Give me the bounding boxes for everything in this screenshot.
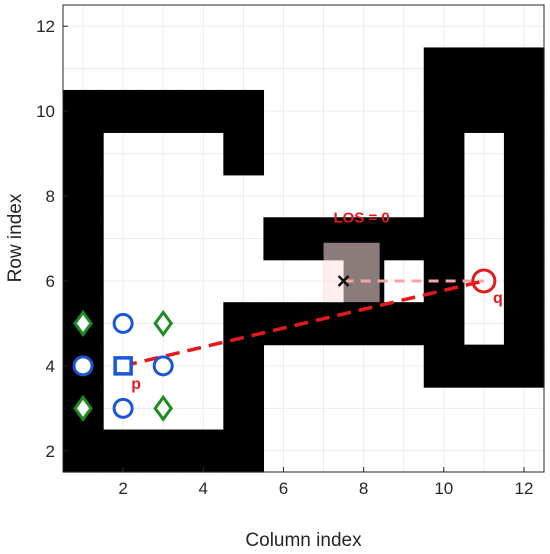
obstacle-cell <box>423 89 465 133</box>
y-tick-label: 12 <box>36 17 55 36</box>
obstacle-cell <box>143 89 184 133</box>
neighbor-circle-marker <box>112 397 134 419</box>
obstacle-cell <box>103 429 144 473</box>
obstacle-cell <box>223 89 265 133</box>
obstacle-cell <box>263 217 305 261</box>
neighbor-diamond-marker <box>73 394 93 422</box>
x-tick-label: 12 <box>514 479 533 498</box>
obstacle-cell <box>383 217 425 261</box>
point-q-marker <box>471 268 497 294</box>
los-annotation: LOS = 0 <box>333 209 389 226</box>
los-line <box>122 279 485 368</box>
obstacle-cell <box>183 89 224 133</box>
obstacle-cell <box>423 132 465 176</box>
obstacle-cell <box>223 429 265 473</box>
obstacle-cell <box>503 217 545 261</box>
x-tick-label: 2 <box>118 479 127 498</box>
neighbor-circle-marker <box>112 312 134 334</box>
point-p-label: p <box>131 376 141 393</box>
obstacle-cell <box>423 174 465 218</box>
obstacle-cell <box>103 89 144 133</box>
obstacle-cell <box>223 387 265 431</box>
x-tick-label: 6 <box>279 479 288 498</box>
y-axis-label: Row index <box>5 193 26 282</box>
obstacle-layer <box>63 47 545 473</box>
tick-layer: 2 4 6 8 10 12 2 4 6 8 10 12 <box>36 17 533 498</box>
obstacle-cell <box>63 259 104 303</box>
obstacle-cell <box>423 344 465 388</box>
cross-stroke <box>337 275 350 287</box>
blocked-cross-marker <box>337 275 350 287</box>
y-tick-label: 8 <box>46 187 55 206</box>
y-tick-label: 10 <box>36 102 55 121</box>
x-tick-label: 4 <box>199 479 208 498</box>
obstacle-cell <box>63 132 104 176</box>
obstacle-cell <box>63 89 104 133</box>
obstacle-cell <box>183 429 224 473</box>
y-tick-label: 2 <box>46 442 55 461</box>
obstacle-cell <box>463 89 505 133</box>
neighbor-diamond-marker <box>73 309 93 337</box>
obstacle-cell <box>63 429 104 473</box>
obstacle-cell <box>503 302 545 346</box>
obstacle-cell <box>303 302 345 346</box>
neighbor-diamond-marker <box>153 309 174 337</box>
neighbor-circle-marker <box>72 355 94 377</box>
obstacle-cell <box>143 429 184 473</box>
obstacle-cell <box>503 132 545 176</box>
obstacle-cell <box>223 344 265 388</box>
obstacle-cell <box>223 132 265 176</box>
obstacle-cell <box>423 217 465 261</box>
obstacle-cell <box>383 302 425 346</box>
overlay-layer: LOS = 0 <box>122 209 485 368</box>
x-axis-label: Column index <box>245 530 362 551</box>
neighbor-diamond-marker <box>153 394 174 422</box>
obstacle-cell <box>423 47 465 91</box>
obstacle-cell <box>463 344 505 388</box>
obstacle-cell <box>503 344 545 388</box>
x-tick-label: 10 <box>434 479 453 498</box>
neighbor-circle-marker <box>152 355 174 377</box>
obstacle-cell <box>63 174 104 218</box>
marker-layer: pq <box>72 268 503 422</box>
obstacle-cell <box>503 89 545 133</box>
obstacle-cell <box>423 302 465 346</box>
y-tick-label: 6 <box>46 272 55 291</box>
y-tick-label: 4 <box>46 357 55 376</box>
obstacle-cell <box>503 174 545 218</box>
los-highlight-cell <box>323 242 380 303</box>
x-tick-label: 8 <box>359 479 368 498</box>
point-q-label: q <box>493 290 503 307</box>
obstacle-cell <box>463 47 505 91</box>
point-p-marker <box>113 356 133 376</box>
obstacle-cell <box>503 47 545 91</box>
plot-frame <box>62 4 545 473</box>
obstacle-cell <box>63 217 104 261</box>
obstacle-cell <box>503 259 545 303</box>
